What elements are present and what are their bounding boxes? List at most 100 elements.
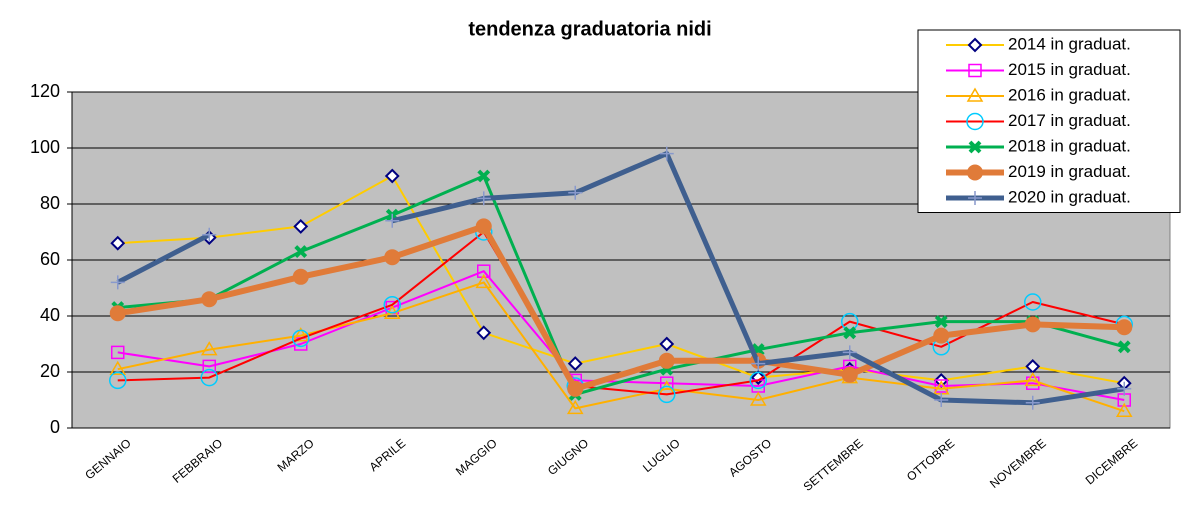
x-tick-label: AGOSTO xyxy=(726,436,774,480)
marker xyxy=(842,345,857,360)
marker xyxy=(200,368,218,387)
marker xyxy=(567,380,584,397)
marker xyxy=(1024,316,1041,333)
marker xyxy=(292,329,310,348)
marker xyxy=(566,399,584,415)
marker xyxy=(111,345,125,360)
y-tick-label: 120 xyxy=(30,81,60,101)
legend-label: 2020 in graduat. xyxy=(1008,187,1131,206)
legend-marker xyxy=(968,140,982,154)
marker xyxy=(568,185,583,200)
marker xyxy=(749,391,767,406)
marker xyxy=(292,268,309,285)
series-line xyxy=(117,174,1125,396)
marker xyxy=(967,164,983,181)
y-tick-label: 80 xyxy=(40,193,60,213)
marker xyxy=(385,213,400,228)
marker xyxy=(292,327,310,342)
marker xyxy=(968,63,982,78)
x-tick-label: MARZO xyxy=(275,436,317,475)
marker xyxy=(477,264,491,278)
x-tick-label: DICEMBRE xyxy=(1083,436,1141,487)
marker xyxy=(934,393,949,407)
legend-label: 2019 in graduat. xyxy=(1008,162,1131,181)
marker xyxy=(200,341,218,356)
chart-title: tendenza graduatoria nidi xyxy=(468,18,711,40)
marker xyxy=(201,291,218,308)
marker xyxy=(110,235,126,251)
x-tick-label: MAGGIO xyxy=(453,436,500,478)
marker xyxy=(475,273,493,289)
x-tick-label: NOVEMBRE xyxy=(987,436,1049,491)
marker xyxy=(476,325,492,341)
marker xyxy=(294,245,308,259)
marker xyxy=(109,371,127,390)
x-tick-label: OTTOBRE xyxy=(904,436,957,484)
legend-label: 2016 in graduat. xyxy=(1008,85,1131,104)
x-tick-label: SETTEMBRE xyxy=(801,436,866,494)
marker xyxy=(202,227,217,242)
marker xyxy=(109,305,126,322)
series-line xyxy=(117,223,1125,392)
y-tick-label: 20 xyxy=(40,361,60,381)
y-tick-label: 60 xyxy=(40,249,60,269)
series-line xyxy=(117,231,1125,396)
marker xyxy=(659,336,675,352)
marker xyxy=(749,371,767,390)
marker xyxy=(1024,371,1042,387)
marker xyxy=(567,356,583,372)
legend-marker xyxy=(967,164,983,181)
legend-label: 2015 in graduat. xyxy=(1008,60,1131,79)
x-tick-label: LUGLIO xyxy=(640,436,683,475)
marker xyxy=(966,112,984,131)
marker xyxy=(841,312,859,331)
marker xyxy=(966,87,984,102)
marker xyxy=(658,352,675,369)
marker xyxy=(967,37,983,53)
marker xyxy=(1117,340,1131,354)
marker xyxy=(751,356,766,371)
marker xyxy=(476,191,491,206)
y-tick-label: 0 xyxy=(50,417,60,437)
legend-marker xyxy=(968,191,982,205)
x-tick-label: GIUGNO xyxy=(545,436,591,478)
marker xyxy=(384,168,400,184)
marker xyxy=(110,275,125,290)
marker xyxy=(384,249,401,266)
y-tick-label: 40 xyxy=(40,305,60,325)
x-tick-label: FEBBRAIO xyxy=(170,436,225,486)
x-tick-label: APRILE xyxy=(367,436,409,474)
x-tick-label: GENNAIO xyxy=(82,436,133,482)
marker xyxy=(383,296,401,314)
marker xyxy=(659,146,674,161)
legend-marker xyxy=(967,37,983,53)
marker xyxy=(293,218,309,234)
marker xyxy=(933,327,950,344)
marker xyxy=(1024,293,1042,311)
marker xyxy=(843,326,857,340)
legend-marker xyxy=(968,63,982,78)
legend-label: 2014 in graduat. xyxy=(1008,34,1131,53)
marker xyxy=(477,169,491,183)
marker xyxy=(202,359,216,374)
legend-marker xyxy=(966,112,984,131)
marker xyxy=(658,385,676,404)
marker xyxy=(934,379,948,393)
marker xyxy=(841,366,858,383)
legend-marker xyxy=(966,87,984,102)
series-line xyxy=(117,175,1125,385)
legend-label: 2017 in graduat. xyxy=(1008,111,1131,130)
marker xyxy=(475,218,492,235)
marker xyxy=(968,140,982,154)
marker xyxy=(968,191,982,205)
marker xyxy=(934,315,948,329)
series-line xyxy=(117,281,1125,413)
marker xyxy=(1115,402,1133,417)
marker xyxy=(1116,319,1133,336)
marker xyxy=(109,360,127,375)
legend-label: 2018 in graduat. xyxy=(1008,136,1131,155)
marker xyxy=(1025,395,1040,410)
marker xyxy=(1117,381,1132,396)
y-tick-label: 100 xyxy=(30,137,60,157)
